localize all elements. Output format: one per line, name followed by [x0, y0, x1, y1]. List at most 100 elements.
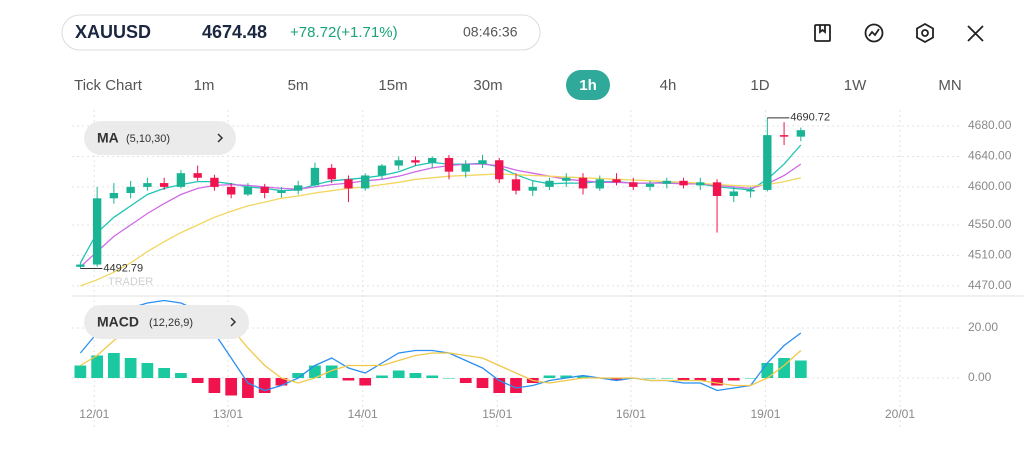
histogram-bar: [124, 358, 137, 378]
chevron: [217, 133, 224, 143]
candle-body: [578, 177, 588, 189]
tab[interactable]: 30m: [473, 77, 502, 94]
legend-name: MA: [97, 130, 119, 146]
histogram-bar: [560, 375, 573, 378]
y-tick-label: 4680.00: [968, 118, 1012, 132]
candle-body: [344, 179, 353, 189]
histogram-bar: [426, 375, 439, 378]
candle-body: [679, 180, 688, 186]
x-tick-label: 14/01: [348, 407, 378, 421]
candle-body: [511, 179, 521, 191]
candle-body: [629, 182, 638, 187]
y-tick-label: 4550.00: [968, 217, 1012, 231]
tab[interactable]: 5m: [288, 77, 309, 94]
histogram-bar: [711, 378, 723, 386]
histogram-bar: [543, 375, 556, 378]
candle-body: [746, 189, 755, 192]
histogram-bar: [74, 365, 87, 378]
histogram-bar: [208, 378, 221, 393]
histogram-bar: [225, 378, 238, 396]
histogram-bar: [309, 365, 321, 378]
chevron: [230, 317, 237, 327]
histogram-bar: [376, 375, 388, 378]
ma-legend[interactable]: [84, 121, 236, 155]
histogram-bar: [660, 378, 673, 379]
histogram-bar: [242, 378, 254, 398]
watermark: TRADER: [108, 276, 153, 288]
candle-body: [478, 160, 487, 165]
bookmark-button[interactable]: [814, 24, 831, 42]
y-tick-label: 0.00: [968, 370, 992, 384]
candle-body: [696, 182, 705, 186]
histogram-bar: [175, 373, 187, 378]
change: +78.72(+1.71%): [290, 24, 398, 41]
candle-body: [545, 180, 554, 187]
tab[interactable]: MN: [938, 77, 961, 94]
candle-body: [495, 160, 504, 180]
histogram-bar: [359, 378, 372, 386]
candle-body: [595, 179, 604, 189]
histogram-bar: [342, 378, 355, 381]
candle-body: [310, 167, 320, 186]
tab[interactable]: 4h: [660, 77, 677, 94]
timeframe-tabs: Tick Chart 1m 5m 15m 30m 1h 4h 1D 1W MN: [74, 77, 962, 94]
settings-button[interactable]: [916, 22, 934, 44]
histogram-bar: [292, 373, 305, 378]
candle-body: [294, 185, 303, 191]
x-tick-label: 20/01: [885, 407, 915, 421]
candle-body: [428, 157, 437, 163]
tab[interactable]: 15m: [378, 77, 407, 94]
histogram-bar: [778, 358, 790, 378]
candle-body: [277, 190, 286, 193]
histogram-bar: [258, 378, 271, 393]
candle-body: [444, 157, 454, 172]
histogram-bar: [476, 378, 489, 388]
candle-body: [461, 164, 470, 172]
histogram-bar: [275, 378, 288, 386]
candle-body: [729, 191, 738, 197]
histogram-bar: [761, 363, 774, 378]
grid: 4680.00 4640.00 4600.00 4550.00 4510.00 4470.…: [72, 110, 1012, 430]
histogram-bar: [108, 353, 120, 378]
symbol-bar: [61, 14, 541, 51]
tab[interactable]: 1m: [194, 77, 215, 94]
indicator-button[interactable]: [864, 23, 884, 43]
macd-legend[interactable]: [84, 305, 249, 339]
tab[interactable]: Tick Chart: [74, 77, 143, 94]
y-tick-label: 4510.00: [968, 248, 1012, 262]
candle-body: [109, 192, 119, 199]
histogram-bar: [392, 370, 405, 378]
histogram-bar: [510, 378, 522, 393]
histogram-bar: [727, 378, 740, 381]
clock: 08:46:36: [463, 24, 518, 40]
candle-body: [779, 135, 789, 137]
legend-name: MACD: [97, 314, 139, 330]
candle-body: [327, 167, 336, 180]
y-tick-label: 4600.00: [968, 179, 1012, 193]
plot: 4690.72 4492.79: [74, 112, 830, 398]
candle-body: [377, 165, 387, 176]
x-tick-label: 19/01: [750, 407, 780, 421]
histogram-bar: [644, 378, 656, 379]
candle-body: [361, 175, 370, 189]
histogram-bar: [794, 360, 807, 378]
histogram-bar: [158, 368, 171, 378]
candle-body: [176, 173, 186, 187]
histogram-bar: [610, 378, 623, 381]
price: 4674.48: [202, 22, 267, 42]
tab[interactable]: 1h: [579, 77, 597, 94]
histogram-bar: [325, 365, 338, 378]
tab[interactable]: 1W: [844, 77, 867, 94]
indicator-line: [80, 173, 801, 287]
candle-body: [243, 186, 253, 195]
y-tick-label: 20.00: [968, 320, 998, 334]
tab[interactable]: 1D: [750, 77, 769, 94]
candle-body: [394, 160, 403, 166]
legend-params: (5,10,30): [126, 133, 170, 145]
histogram-bar: [191, 378, 204, 383]
candle-body: [76, 264, 85, 267]
close-button[interactable]: [967, 25, 984, 42]
histogram-bar: [493, 378, 506, 393]
candle-body: [260, 186, 269, 193]
